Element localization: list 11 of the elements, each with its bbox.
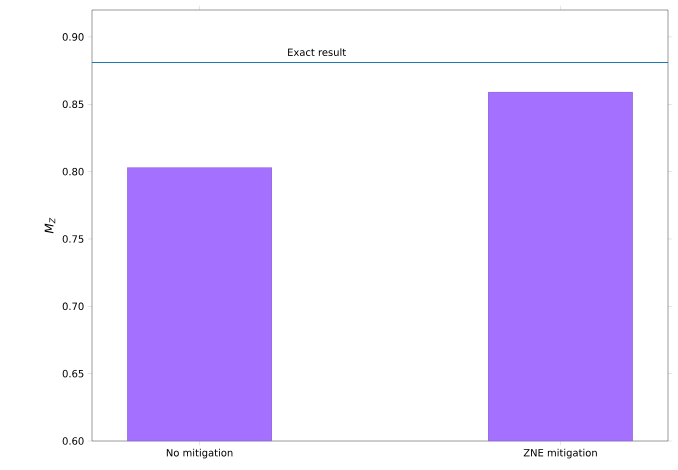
ref-line-label: Exact result — [288, 48, 346, 56]
y-tick-label: 0.85 — [62, 100, 84, 108]
y-tick-label: 0.60 — [62, 437, 84, 445]
y-tick-label: 0.65 — [62, 370, 84, 378]
y-axis-title: M$_{Z}$ — [44, 218, 56, 234]
y-tick-label: 0.75 — [62, 235, 84, 243]
x-tick-label: ZNE mitigation — [524, 448, 597, 458]
x-tick-label: No mitigation — [166, 448, 232, 458]
y-tick-label: 0.70 — [62, 302, 84, 310]
y-tick-label: 0.80 — [62, 168, 84, 176]
y-tick-label: 0.90 — [62, 33, 84, 41]
